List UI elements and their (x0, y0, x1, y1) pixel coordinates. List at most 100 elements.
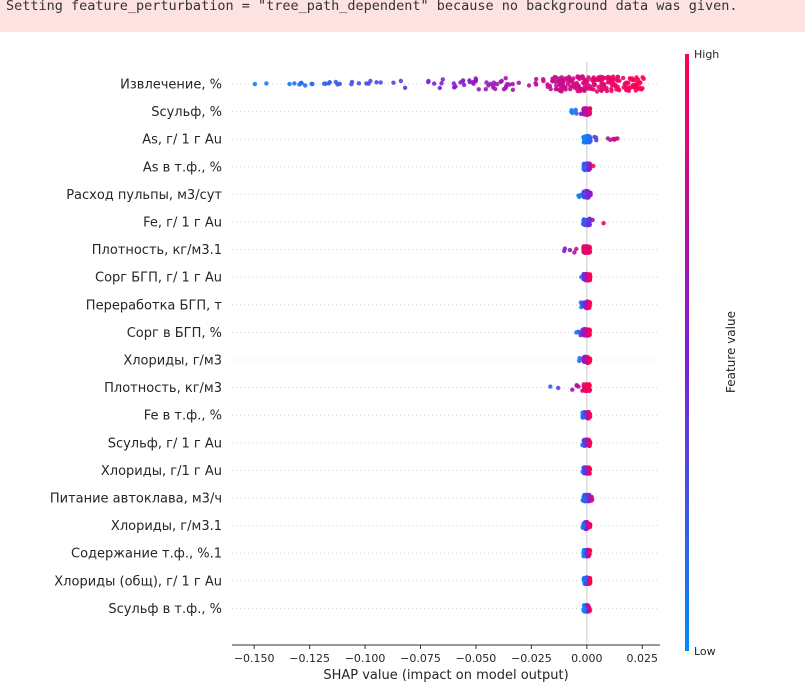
shap-point (483, 87, 488, 92)
shap-point (581, 608, 587, 614)
shap-point (349, 82, 354, 87)
shap-point (577, 194, 582, 199)
shap-point (586, 75, 591, 80)
shap-point (503, 76, 508, 81)
x-tick-label: 0.000 (571, 652, 603, 665)
feature-label: Извлечение, % (120, 78, 222, 93)
shap-point (585, 552, 590, 557)
shap-point (252, 81, 258, 87)
feature-label: Хлориды, г/м3 (123, 354, 222, 369)
shap-point (590, 217, 595, 223)
shap-point (584, 388, 589, 393)
shap-point (627, 76, 633, 81)
shap-point (562, 246, 568, 251)
feature-label: Хлориды, г/м3.1 (111, 519, 222, 534)
shap-point (577, 88, 583, 94)
shap-point (587, 192, 592, 198)
shap-point (626, 80, 631, 86)
shap-point (583, 331, 588, 336)
shap-point (608, 137, 613, 142)
shap-point (587, 415, 592, 420)
shap-point (391, 80, 396, 85)
shap-point (594, 89, 600, 94)
shap-point (578, 111, 584, 117)
shap-point (303, 83, 308, 88)
shap-point (583, 468, 588, 474)
shap-point (568, 87, 573, 92)
shap-point (584, 581, 589, 586)
shap-point (582, 135, 587, 140)
shap-point (292, 81, 297, 86)
shap-point (572, 250, 577, 255)
shap-point (617, 87, 622, 93)
feature-label: Сорг в БГП, % (127, 326, 222, 341)
shap-point (586, 276, 591, 281)
shap-point (323, 81, 328, 86)
shap-point (582, 301, 587, 306)
feature-label: Sсульф, % (151, 105, 222, 120)
feature-label: Содержание т.ф., %.1 (71, 547, 222, 562)
feature-label: Расход пульпы, м3/сут (66, 188, 222, 203)
shap-point (598, 87, 603, 93)
shap-point (516, 80, 521, 86)
shap-point (612, 82, 618, 87)
console-warning-text: Setting feature_perturbation = "tree_pat… (6, 0, 738, 14)
shap-point (556, 385, 561, 391)
shap-point (553, 79, 558, 84)
shap-point (632, 78, 637, 83)
shap-point (591, 79, 596, 85)
feature-label: As, г/ 1 г Au (142, 133, 222, 148)
shap-point (594, 138, 599, 143)
shap-point (573, 107, 578, 113)
shap-point (545, 82, 550, 87)
shap-point (534, 82, 539, 87)
shap-point (582, 498, 587, 504)
shap-point (548, 384, 553, 389)
shap-point (460, 78, 466, 84)
shap-point (574, 330, 579, 335)
feature-label: Fe, г/ 1 г Au (143, 216, 222, 231)
shap-point (587, 359, 593, 364)
shap-point (582, 83, 588, 89)
shap-point (552, 74, 557, 80)
shap-point (484, 80, 489, 85)
shap-point (526, 83, 532, 88)
shap-point (554, 83, 559, 88)
feature-label: Хлориды (общ), г/ 1 г Au (54, 574, 222, 589)
shap-point (587, 139, 592, 145)
feature-label: Переработка БГП, т (86, 298, 223, 313)
shap-point (581, 414, 586, 420)
shap-point (583, 78, 588, 83)
x-tick-label: −0.125 (289, 652, 330, 665)
x-tick-label: −0.100 (345, 652, 386, 665)
shap-point (587, 163, 592, 168)
shap-point (287, 81, 292, 87)
shap-point (580, 525, 585, 530)
shap-point (587, 383, 592, 388)
shap-point (499, 78, 504, 84)
shap-point (589, 86, 594, 92)
shap-point (582, 248, 588, 253)
colorbar-title: Feature value (724, 311, 738, 393)
shap-point (613, 136, 618, 141)
shap-point (587, 300, 593, 305)
shap-point (586, 247, 591, 252)
shap-point (398, 78, 404, 84)
shap-point (327, 80, 332, 85)
shap-point (356, 81, 362, 86)
shap-point (501, 87, 507, 92)
feature-label: Sсульф, г/ 1 г Au (108, 436, 222, 451)
x-tick-label: −0.025 (511, 652, 552, 665)
shap-point (601, 221, 606, 226)
shap-point (534, 76, 539, 82)
shap-point (439, 81, 444, 86)
shap-point (574, 80, 579, 86)
shap-point (583, 359, 588, 364)
shap-point (574, 246, 579, 252)
shap-point (621, 75, 626, 81)
feature-label: Питание автоклава, м3/ч (50, 492, 222, 507)
colorbar-high-label: High (694, 48, 719, 61)
shap-point (473, 77, 479, 83)
feature-label: Хлориды, г/1 г Au (101, 464, 222, 479)
x-axis-title: SHAP value (impact on model output) (323, 668, 568, 683)
